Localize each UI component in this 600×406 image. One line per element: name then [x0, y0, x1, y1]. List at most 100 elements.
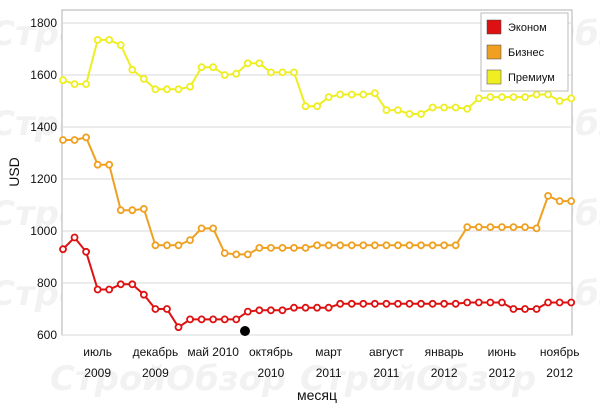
- data-point: [174, 241, 183, 250]
- x-tick-label-year: 2009: [142, 366, 169, 380]
- data-point: [266, 243, 275, 252]
- data-point: [382, 241, 391, 250]
- x-tick-label: декабрь: [133, 345, 179, 359]
- data-point: [324, 241, 333, 250]
- data-point: [451, 299, 460, 308]
- data-point: [474, 94, 483, 103]
- series-Бизнес: [59, 133, 576, 259]
- data-point: [93, 160, 102, 169]
- x-tick-label-year: 2010: [258, 366, 285, 380]
- data-point: [451, 241, 460, 250]
- x-tick-label-year: 2012: [546, 366, 573, 380]
- x-tick-label-year: 2012: [431, 366, 458, 380]
- data-point: [405, 241, 414, 250]
- data-point: [209, 315, 218, 324]
- data-point: [243, 59, 252, 68]
- data-point: [70, 80, 79, 88]
- series-group: [59, 36, 576, 332]
- data-point: [290, 68, 298, 77]
- data-point: [93, 36, 102, 44]
- data-point: [555, 298, 564, 307]
- data-point: [567, 197, 576, 206]
- data-point: [266, 306, 275, 315]
- data-point: [82, 247, 90, 256]
- data-point: [220, 71, 229, 79]
- data-point: [197, 63, 206, 72]
- data-point: [163, 85, 171, 94]
- data-point: [278, 306, 287, 315]
- x-tick-label: октябрь: [249, 345, 293, 359]
- data-point: [255, 59, 264, 68]
- data-point: [474, 298, 483, 307]
- data-point: [555, 197, 564, 206]
- data-point: [128, 280, 137, 289]
- data-point: [220, 249, 229, 258]
- data-point: [394, 241, 402, 250]
- data-point: [544, 191, 552, 200]
- data-point: [220, 315, 229, 324]
- data-point: [428, 241, 437, 250]
- data-point: [70, 233, 79, 242]
- x-tick-label-year: 2011: [373, 366, 399, 380]
- data-point: [532, 305, 541, 313]
- data-point: [521, 93, 529, 101]
- data-point: [497, 93, 506, 101]
- data-point: [324, 303, 333, 312]
- data-point: [347, 241, 356, 250]
- data-point: [394, 106, 402, 114]
- data-point: [128, 206, 137, 215]
- legend-swatch: [486, 69, 502, 85]
- data-point: [243, 307, 252, 316]
- data-point: [567, 298, 576, 307]
- data-point: [370, 299, 379, 308]
- data-point: [186, 82, 194, 91]
- data-point: [139, 204, 148, 213]
- series-Эконом: [59, 233, 576, 332]
- legend-label: Эконом: [508, 22, 547, 34]
- y-tick-label: 1600: [30, 68, 57, 82]
- data-point: [417, 110, 425, 118]
- data-point: [567, 94, 576, 103]
- x-axis-title: месяц: [297, 387, 337, 403]
- data-point: [116, 41, 125, 49]
- data-point: [359, 90, 368, 99]
- data-point: [347, 90, 356, 99]
- data-point: [59, 245, 67, 254]
- data-point: [151, 85, 160, 94]
- data-point: [313, 102, 322, 111]
- y-tick-label: 1400: [30, 120, 57, 134]
- data-point: [186, 315, 194, 324]
- data-point: [532, 224, 541, 233]
- data-point: [417, 299, 425, 308]
- data-point: [521, 305, 529, 313]
- data-point: [428, 299, 437, 308]
- data-point: [232, 250, 241, 259]
- data-point: [463, 104, 472, 113]
- data-point: [278, 68, 287, 77]
- data-point: [382, 106, 391, 114]
- data-point: [243, 250, 252, 259]
- x-tick-label-year: 2012: [489, 366, 516, 380]
- y-tick-label: 1800: [30, 16, 57, 30]
- data-point: [59, 136, 67, 144]
- data-point: [93, 285, 102, 294]
- data-point: [82, 133, 90, 142]
- data-point: [336, 241, 345, 250]
- legend-swatch: [486, 44, 502, 60]
- data-point: [232, 69, 241, 78]
- data-point: [509, 223, 518, 232]
- data-point: [544, 90, 552, 99]
- data-point: [255, 306, 264, 315]
- data-point: [324, 93, 333, 101]
- data-point: [209, 224, 218, 233]
- data-point: [278, 243, 287, 252]
- x-tick-label-year: 2011: [316, 366, 342, 380]
- y-axis-title: USD: [6, 157, 22, 187]
- y-tick-label: 1200: [30, 172, 57, 186]
- data-point: [105, 285, 114, 294]
- x-tick-label: март: [315, 345, 342, 359]
- data-point: [197, 315, 206, 324]
- data-point: [382, 299, 391, 308]
- x-axis-ticks: июль 2009 декабрь 2009 май 2010 октябрь 2010 ма…: [83, 345, 579, 380]
- data-point: [544, 298, 552, 307]
